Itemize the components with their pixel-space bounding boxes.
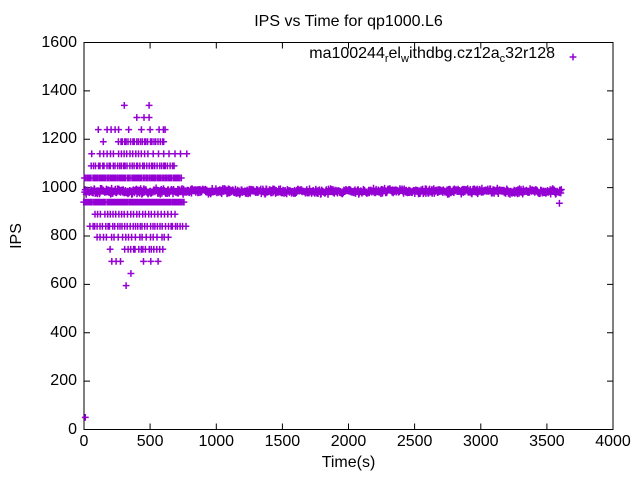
x-tick-label: 3500 [529,433,565,450]
legend-label-text: ithdbg.cz12a [408,45,500,62]
y-axis-label: IPS [8,223,25,249]
y-tick-label: 400 [50,323,77,341]
legend-label-subscript: r [384,53,389,65]
x-tick-label: 1500 [264,433,301,450]
chart-title: IPS vs Time for qp1000.L6 [254,13,443,30]
legend: ma100244relwithdbg.cz12ac32r128 [309,46,555,67]
y-tick-label: 1400 [41,81,77,99]
x-tick-label: 1000 [198,433,235,450]
x-tick-label: 2000 [330,433,367,450]
x-tick-label: 500 [136,433,164,450]
scatter-points [80,102,565,421]
legend-label-subscript: w [400,53,409,65]
y-tick-label: 200 [50,372,77,390]
x-tick-label: 3000 [462,433,499,450]
x-axis-label: Time(s) [321,454,376,471]
y-tick-label: 0 [68,420,77,438]
x-tick-label: 0 [79,433,89,450]
legend-label-text: el [388,45,401,62]
y-tick-label: 600 [50,275,77,293]
x-tick-label: 2500 [396,433,433,450]
legend-series-label: ma100244relwithdbg.cz12ac32r128 [309,45,555,66]
legend-label-text: ma100244 [309,45,385,62]
legend-label-text: 32r128 [505,45,555,62]
legend-label-subscript: c [499,53,506,65]
x-tick-label: 4000 [595,433,631,450]
y-tick-label: 800 [50,227,77,244]
y-tick-label: 1000 [41,178,77,196]
axes-and-ticks [83,42,614,430]
y-tick-label: 1600 [41,33,77,51]
plus-marker-icon [569,53,577,61]
y-tick-label: 1200 [41,130,77,148]
